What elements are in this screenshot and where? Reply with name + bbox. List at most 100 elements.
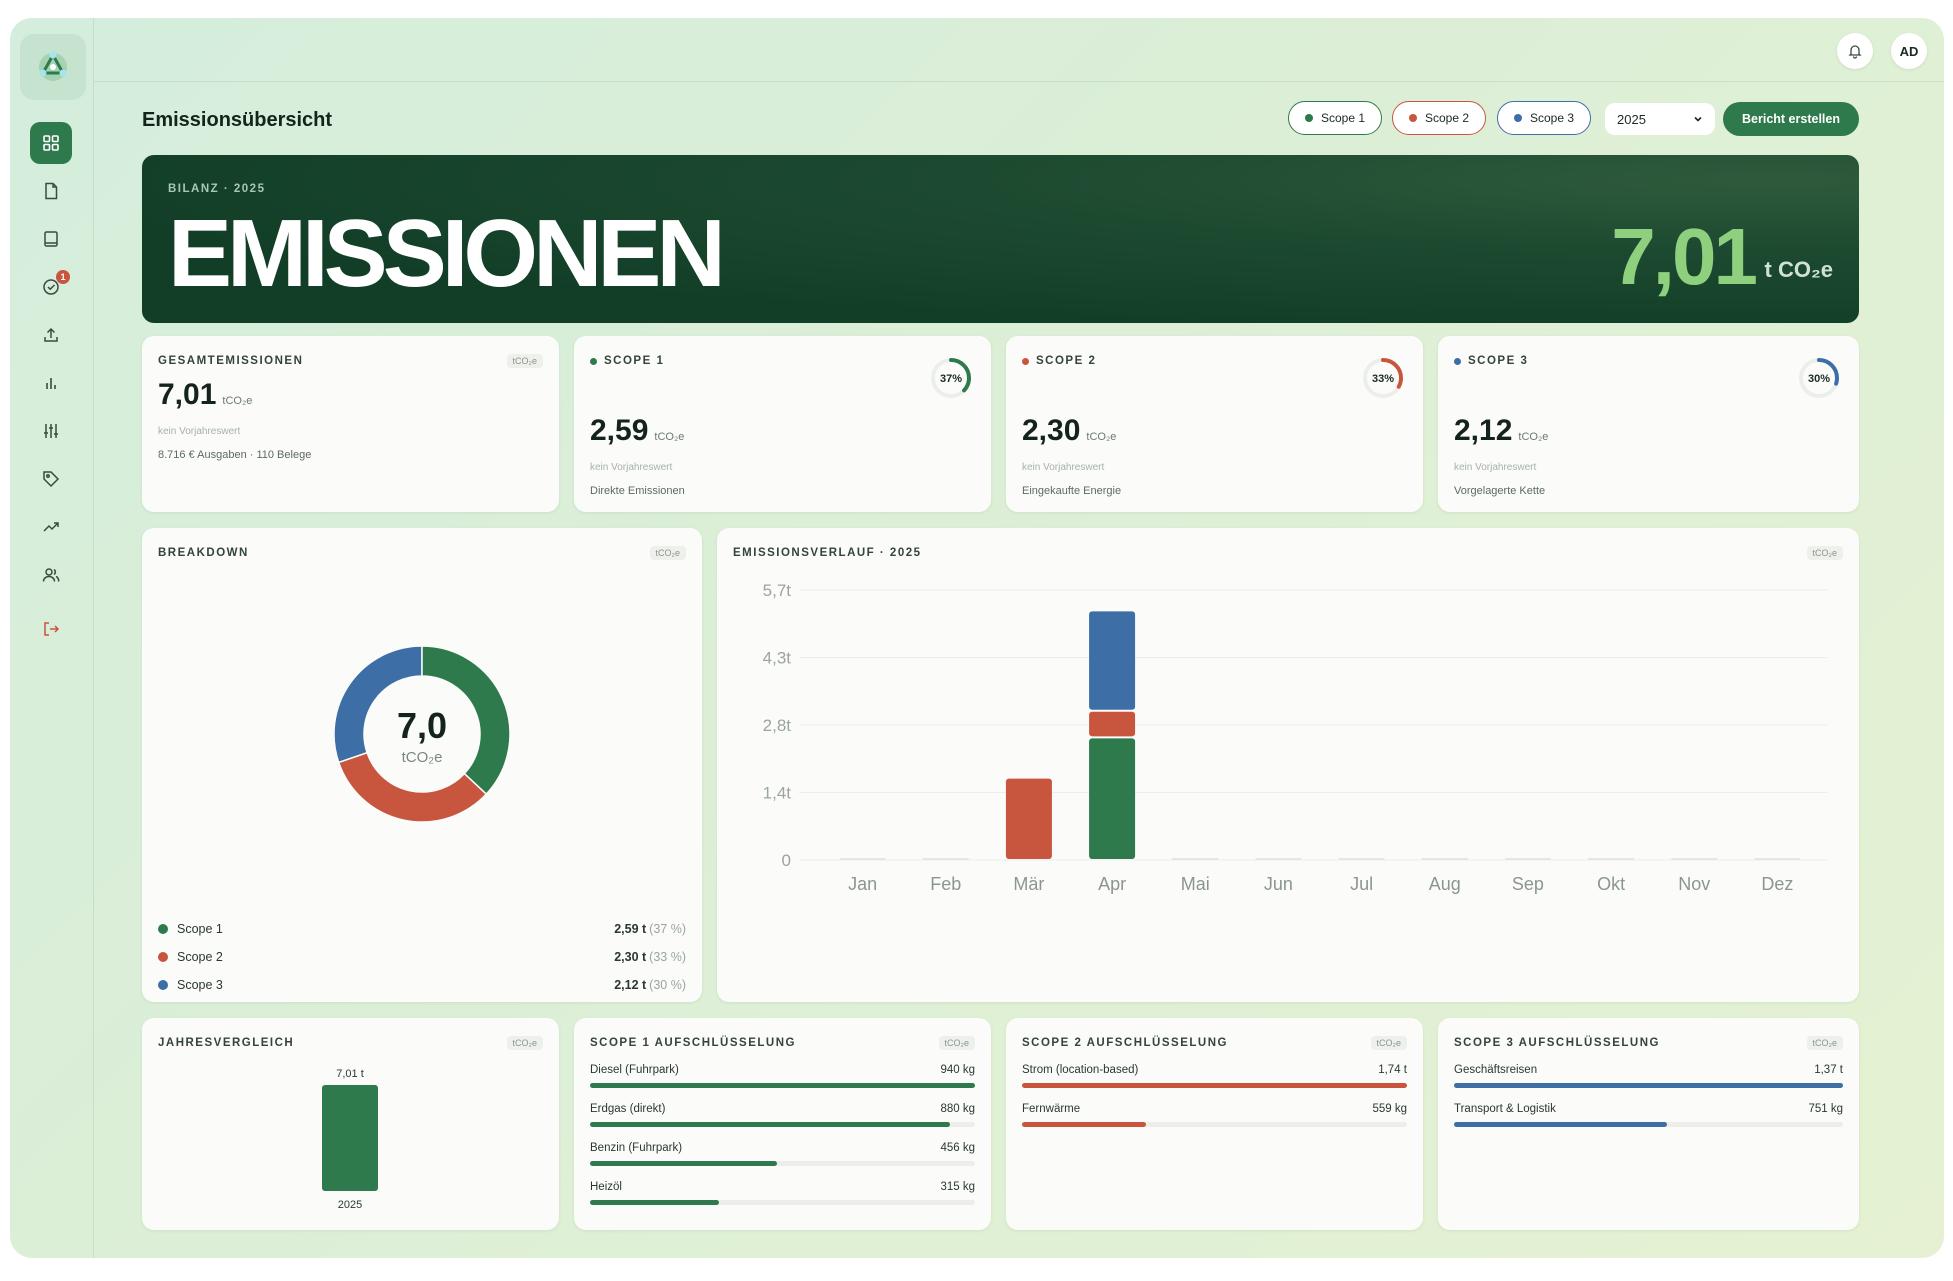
scope-2-dot bbox=[1022, 357, 1029, 365]
avatar[interactable]: AD bbox=[1891, 33, 1927, 69]
hero-value: 7,01 bbox=[1611, 212, 1758, 301]
breakdown-row-header: Strom (location-based) 1,74 t bbox=[1022, 1064, 1407, 1076]
kpi-value: 2,30 tCO₂e bbox=[1022, 414, 1116, 448]
breakdown-row-header: Geschäftsreisen 1,37 t bbox=[1454, 1064, 1843, 1076]
legend-pct: (30 %) bbox=[649, 978, 686, 992]
hero-title: EMISSIONEN bbox=[168, 200, 726, 307]
kpi-desc: Vorgelagerte Kette bbox=[1454, 485, 1546, 497]
breakdown-row-name: Geschäftsreisen bbox=[1454, 1064, 1538, 1076]
users-icon bbox=[42, 568, 60, 582]
hero-banner: BILANZ · 2025 EMISSIONEN 7,01 t CO₂e bbox=[142, 155, 1859, 323]
breakdown-row-value: 751 kg bbox=[1808, 1103, 1843, 1115]
legend-row-scope-3: Scope 3 2,12 t (30 %) bbox=[158, 975, 686, 995]
sidebar-item-settings[interactable] bbox=[30, 410, 72, 452]
unit-tag: tCO₂e bbox=[1806, 546, 1843, 560]
breakdown-row-value: 1,37 t bbox=[1814, 1064, 1843, 1076]
legend-dot bbox=[158, 924, 168, 934]
breakdown-row: Diesel (Fuhrpark) 940 kg bbox=[590, 1064, 975, 1088]
kpi-value-number: 7,01 bbox=[158, 378, 217, 411]
notifications-button[interactable] bbox=[1837, 33, 1873, 69]
scope-2-dot bbox=[1409, 114, 1417, 122]
breakdown-row-name: Diesel (Fuhrpark) bbox=[590, 1064, 679, 1076]
logout-icon bbox=[44, 622, 60, 636]
unit-tag: tCO₂e bbox=[506, 1036, 543, 1050]
scope-2-filter[interactable]: Scope 2 bbox=[1392, 101, 1487, 135]
breakdown-row: Heizöl 315 kg bbox=[590, 1181, 975, 1205]
kpi-value: 2,59 tCO₂e bbox=[590, 414, 684, 448]
bar-empty-dez bbox=[1754, 858, 1801, 860]
x-tick-label: Apr bbox=[1098, 874, 1126, 894]
legend-pct: (33 %) bbox=[649, 950, 686, 964]
sidebar-item-documents[interactable] bbox=[30, 170, 72, 212]
scope-2-filter-label: Scope 2 bbox=[1425, 111, 1470, 125]
kpi-value-number: 2,59 bbox=[590, 414, 649, 447]
year-select[interactable]: 2025 bbox=[1605, 103, 1715, 135]
unit-tag: tCO₂e bbox=[649, 546, 686, 560]
kpi-label: GESAMTEMISSIONEN bbox=[158, 355, 304, 367]
breakdown-row-name: Transport & Logistik bbox=[1454, 1103, 1556, 1115]
breakdown-row-name: Strom (location-based) bbox=[1022, 1064, 1139, 1076]
scope-3-filter-label: Scope 3 bbox=[1530, 111, 1575, 125]
kpi-value-number: 2,30 bbox=[1022, 414, 1081, 447]
yearly-bar-year-label: 2025 bbox=[338, 1199, 362, 1211]
scope-1-dot bbox=[590, 357, 597, 365]
timeline-bar-chart: 0 1,4t 2,8t 4,3t 5,7t Jan Feb Mär Apr Mai Jun Jul Au… bbox=[763, 581, 1827, 894]
scope-1-breakdown-label: SCOPE 1 AUFSCHLÜSSELUNG bbox=[590, 1037, 796, 1049]
sidebar-item-tags[interactable] bbox=[30, 458, 72, 500]
book-icon bbox=[44, 231, 58, 247]
year-select-value: 2025 bbox=[1617, 111, 1646, 127]
scope-3-dot bbox=[1454, 357, 1461, 365]
sidebar-item-trends[interactable] bbox=[30, 506, 72, 548]
yearly-bar-value-label: 7,01 t bbox=[336, 1068, 364, 1080]
sidebar-item-upload[interactable] bbox=[30, 314, 72, 356]
yearly-bar-2025 bbox=[322, 1085, 378, 1191]
breakdown-row-header: Diesel (Fuhrpark) 940 kg bbox=[590, 1064, 975, 1076]
legend-name: Scope 2 bbox=[177, 950, 223, 964]
kpi-value-number: 2,12 bbox=[1454, 414, 1513, 447]
kpi-sub: kein Vorjahreswert bbox=[1454, 462, 1537, 473]
scope-1-filter[interactable]: Scope 1 bbox=[1288, 101, 1383, 135]
ring-progress bbox=[931, 358, 971, 398]
ring-progress bbox=[1363, 358, 1403, 398]
grid-icon bbox=[43, 135, 59, 151]
scope-1-filter-label: Scope 1 bbox=[1321, 111, 1366, 125]
breakdown-row-track bbox=[590, 1083, 975, 1088]
sidebar-item-logout[interactable] bbox=[30, 608, 72, 650]
breakdown-row-value: 940 kg bbox=[940, 1064, 975, 1076]
legend-name: Scope 1 bbox=[177, 922, 223, 936]
sidebar-item-ledger[interactable] bbox=[30, 218, 72, 260]
breakdown-row-header: Transport & Logistik 751 kg bbox=[1454, 1103, 1843, 1115]
kpi-label-text: SCOPE 2 bbox=[1036, 355, 1097, 367]
x-tick-label: Jan bbox=[848, 874, 877, 894]
bar-empty-mai bbox=[1172, 858, 1219, 860]
breakdown-card: BREAKDOWN tCO₂e 7,0 tCO₂e Scope 1 2,59 t… bbox=[142, 528, 702, 1002]
breakdown-row-name: Fernwärme bbox=[1022, 1103, 1081, 1115]
x-tick-label: Okt bbox=[1597, 874, 1625, 894]
app-logo[interactable] bbox=[20, 34, 86, 100]
legend-name: Scope 3 bbox=[177, 978, 223, 992]
hero-label: BILANZ · 2025 bbox=[168, 183, 266, 195]
legend-pct: (37 %) bbox=[649, 922, 686, 936]
kpi-label: SCOPE 3 bbox=[1454, 355, 1528, 367]
unit-tag: tCO₂e bbox=[938, 1036, 975, 1050]
breakdown-row: Transport & Logistik 751 kg bbox=[1454, 1103, 1843, 1127]
breakdown-row-fill bbox=[590, 1083, 975, 1088]
sidebar-item-tasks[interactable]: 1 bbox=[30, 266, 72, 308]
sidebar-item-users[interactable] bbox=[30, 554, 72, 596]
kpi-value-unit: tCO₂e bbox=[1086, 431, 1117, 443]
kpi-desc: Eingekaufte Energie bbox=[1022, 485, 1122, 497]
breakdown-label: BREAKDOWN bbox=[158, 547, 249, 559]
logo-icon bbox=[39, 51, 67, 81]
sidebar-item-reports[interactable] bbox=[30, 362, 72, 404]
bar-empty-feb bbox=[922, 858, 969, 860]
create-report-button[interactable]: Bericht erstellen bbox=[1723, 102, 1859, 136]
sidebar-item-dashboard[interactable] bbox=[30, 122, 72, 164]
unit-tag: tCO₂e bbox=[1370, 1036, 1407, 1050]
kpi-value: 2,12 tCO₂e bbox=[1454, 414, 1548, 448]
x-tick-label: Mär bbox=[1013, 874, 1044, 894]
breakdown-row: Fernwärme 559 kg bbox=[1022, 1103, 1407, 1127]
y-tick-label: 1,4t bbox=[763, 784, 792, 803]
scope-3-filter[interactable]: Scope 3 bbox=[1497, 101, 1592, 135]
x-tick-label: Mai bbox=[1181, 874, 1210, 894]
check-circle-icon bbox=[43, 279, 59, 295]
